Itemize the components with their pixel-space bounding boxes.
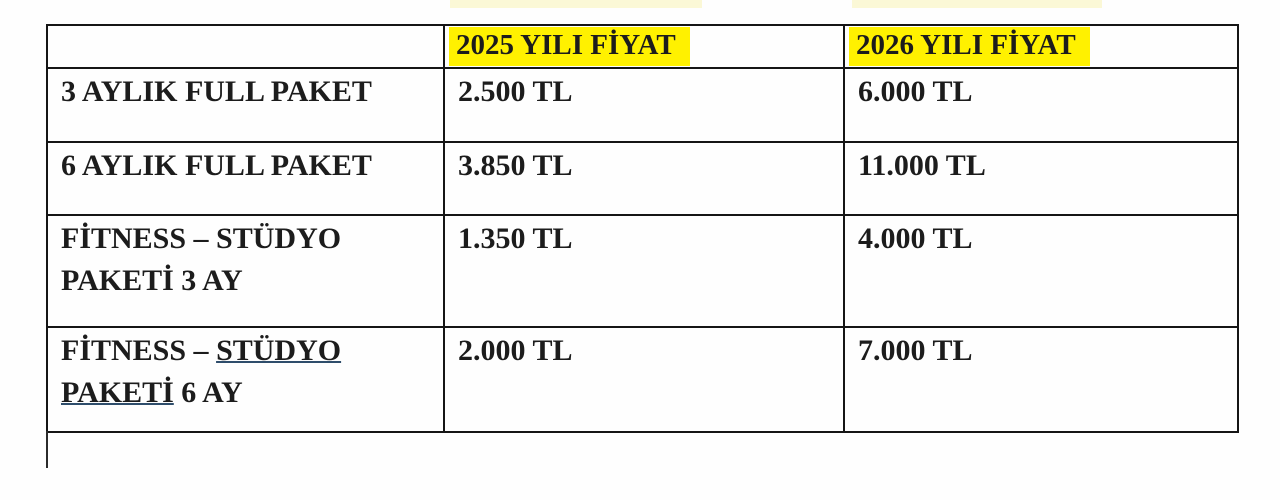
price-2025-cell[interactable]: 2.000 TL — [443, 325, 845, 433]
highlight-remnant-right — [852, 0, 1102, 8]
header-2025-label: 2025 YILI FİYAT — [449, 27, 690, 66]
text-run: 6 AYLIK FULL PAKET — [61, 148, 372, 182]
package-cell[interactable]: 3 AYLIK FULL PAKET — [46, 66, 445, 143]
text-run: 3 AYLIK FULL PAKET — [61, 74, 372, 108]
package-cell[interactable]: FİTNESS – STÜDYO PAKETİ 3 AY — [46, 213, 445, 328]
price-2025-cell[interactable]: 1.350 TL — [443, 213, 845, 328]
header-cell-2026[interactable]: 2026 YILI FİYAT — [843, 24, 1239, 69]
package-cell[interactable]: 6 AYLIK FULL PAKET — [46, 140, 445, 216]
price-table: 2025 YILI FİYAT 2026 YILI FİYAT 3 AYLIK … — [46, 24, 1239, 433]
text-run: FİTNESS – STÜDYO PAKETİ 3 AY — [61, 221, 342, 298]
header-row: 2025 YILI FİYAT 2026 YILI FİYAT — [46, 24, 1239, 69]
price-2026-cell[interactable]: 6.000 TL — [843, 66, 1239, 143]
header-cell-package[interactable] — [46, 24, 445, 69]
text-run: FİTNESS – — [61, 333, 217, 367]
header-cell-2025[interactable]: 2025 YILI FİYAT — [443, 24, 845, 69]
table-row-3aylik-full: 3 AYLIK FULL PAKET 2.500 TL 6.000 TL — [46, 66, 1239, 143]
price-2025-cell[interactable]: 2.500 TL — [443, 66, 845, 143]
text-run: 6 AY — [173, 376, 243, 410]
table-row-6aylik-full: 6 AYLIK FULL PAKET 3.850 TL 11.000 TL — [46, 140, 1239, 216]
table-row-fitness-studyo-3ay: FİTNESS – STÜDYO PAKETİ 3 AY 1.350 TL 4.… — [46, 213, 1239, 328]
price-2025-cell[interactable]: 3.850 TL — [443, 140, 845, 216]
header-2026-label: 2026 YILI FİYAT — [849, 27, 1090, 66]
package-cell[interactable]: FİTNESS – STÜDYO PAKETİ 6 AY — [46, 325, 445, 433]
underlined-text-run: STÜDYO PAKETİ — [61, 333, 342, 410]
text-caret — [46, 431, 48, 468]
table-row-fitness-studyo-6ay: FİTNESS – STÜDYO PAKETİ 6 AY 2.000 TL 7.… — [46, 325, 1239, 433]
price-2026-cell[interactable]: 7.000 TL — [843, 325, 1239, 433]
highlight-remnant-left — [450, 0, 702, 8]
price-2026-cell[interactable]: 4.000 TL — [843, 213, 1239, 328]
price-2026-cell[interactable]: 11.000 TL — [843, 140, 1239, 216]
